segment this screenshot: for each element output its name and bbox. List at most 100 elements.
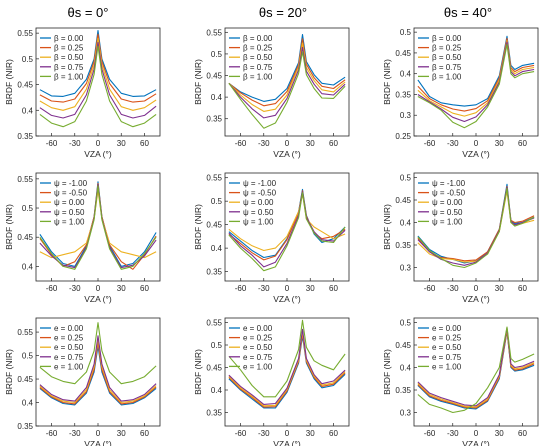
y-tick-label: 0.45 — [395, 196, 411, 205]
y-tick-label: 0.55 — [17, 175, 33, 184]
series-line-4 — [417, 44, 535, 129]
series-line-0 — [417, 35, 535, 107]
y-axis-label: BRDF (NIR) — [193, 59, 203, 105]
legend-entry: β = 0.25 — [54, 44, 84, 53]
y-tick-label: 0.5 — [22, 55, 34, 64]
legend-entry: ψ = 0.50 — [432, 208, 463, 217]
x-tick-label: -60 — [235, 284, 247, 293]
series-line-0 — [39, 30, 157, 97]
legend-entry: e = 0.75 — [54, 353, 84, 362]
legend-entry: ψ = -1.00 — [54, 179, 88, 188]
y-axis-label: BRDF (NIR) — [4, 349, 14, 395]
y-tick-label: 0.4 — [211, 386, 223, 395]
series-line-2 — [228, 193, 346, 252]
series-line-4 — [39, 185, 157, 270]
y-tick-label: 0.4 — [22, 399, 34, 408]
legend-entry: ψ = 0.00 — [432, 198, 463, 207]
x-tick-label: 60 — [518, 429, 527, 438]
x-tick-label: 0 — [474, 429, 479, 438]
series-line-3 — [228, 46, 346, 119]
y-tick-label: 0.4 — [211, 244, 223, 253]
x-axis-label: VZA (°) — [273, 294, 301, 304]
y-tick-label: 0.5 — [211, 50, 223, 59]
legend-entry: β = 0.25 — [243, 44, 273, 53]
column-title-0: θs = 0° — [68, 5, 109, 20]
legend-entry: β = 0.50 — [243, 53, 273, 62]
series-line-3 — [228, 328, 346, 405]
x-tick-label: 30 — [495, 139, 504, 148]
legend-entry: ψ = -1.00 — [243, 179, 277, 188]
legend-entry: ψ = -0.50 — [243, 189, 277, 198]
x-tick-label: -60 — [46, 139, 58, 148]
series-line-4 — [39, 45, 157, 128]
legend-entry: e = 0.25 — [243, 334, 273, 343]
y-tick-label: 0.4 — [22, 106, 34, 115]
axes-box — [224, 317, 350, 427]
y-tick-label: 0.45 — [17, 81, 33, 90]
series-line-4 — [228, 319, 346, 398]
legend-entry: e = 0.25 — [54, 334, 84, 343]
y-tick-label: 0.4 — [22, 262, 34, 271]
legend-entry: ψ = 0.00 — [243, 198, 274, 207]
legend-entry: ψ = -0.50 — [432, 189, 466, 198]
series-line-2 — [417, 39, 535, 117]
y-tick-label: 0.4 — [400, 70, 412, 79]
y-tick-label: 0.35 — [395, 90, 411, 99]
y-axis-label: BRDF (NIR) — [193, 349, 203, 395]
legend-entry: ψ = -0.50 — [54, 189, 88, 198]
x-tick-label: 0 — [474, 139, 479, 148]
series-line-1 — [417, 185, 535, 262]
x-tick-label: 60 — [329, 284, 338, 293]
legend-entry: ψ = 1.00 — [243, 217, 274, 226]
x-tick-label: 30 — [495, 429, 504, 438]
legend-entry: e = 0.25 — [432, 334, 462, 343]
legend-entry: ψ = 1.00 — [432, 217, 463, 226]
y-tick-label: 0.45 — [395, 49, 411, 58]
column-title-1: θs = 20° — [259, 5, 307, 20]
legend-entry: ψ = 1.00 — [54, 217, 85, 226]
axes-box — [413, 27, 539, 137]
legend-entry: e = 0.75 — [432, 353, 462, 362]
x-tick-label: 30 — [306, 284, 315, 293]
x-axis-label: VZA (°) — [462, 149, 490, 159]
y-tick-label: 0.35 — [17, 422, 33, 431]
x-tick-label: -30 — [258, 139, 270, 148]
legend-entry: e = 0.00 — [54, 324, 84, 333]
legend-entry: β = 0.50 — [432, 53, 462, 62]
legend-entry: e = 0.75 — [243, 353, 273, 362]
subplot-4: -60 -30 0 30 60 0.35 0.4 0.45 0.5 0.55 VZA (°) BRDF… — [193, 172, 350, 304]
legend-entry: β = 0.75 — [432, 63, 462, 72]
x-tick-label: -60 — [46, 284, 58, 293]
legend-entry: β = 0.00 — [243, 34, 273, 43]
legend-entry: β = 0.75 — [54, 63, 84, 72]
series-line-1 — [417, 37, 535, 112]
legend-entry: β = 1.00 — [243, 72, 273, 81]
y-axis-label: BRDF (NIR) — [193, 204, 203, 250]
y-tick-label: 0.35 — [206, 409, 222, 418]
series-line-4 — [39, 322, 157, 385]
x-tick-label: 60 — [140, 284, 149, 293]
legend-entry: β = 1.00 — [432, 72, 462, 81]
axes-box — [224, 172, 350, 282]
series-line-3 — [417, 41, 535, 123]
x-tick-label: 0 — [474, 284, 479, 293]
legend-entry: ψ = 0.50 — [54, 208, 85, 217]
legend-entry: ψ = 0.50 — [243, 208, 274, 217]
series-line-0 — [417, 330, 535, 410]
y-tick-label: 0.45 — [206, 364, 222, 373]
y-tick-label: 0.35 — [206, 115, 222, 124]
x-tick-label: -30 — [447, 429, 459, 438]
x-tick-label: -60 — [46, 429, 58, 438]
legend-entry: β = 0.75 — [243, 63, 273, 72]
legend-entry: β = 0.25 — [432, 44, 462, 53]
x-tick-label: 0 — [96, 284, 101, 293]
series-line-2 — [39, 37, 157, 111]
subplot-7: -60 -30 0 30 60 0.35 0.4 0.45 0.5 0.55 VZA (°) BRDF… — [193, 317, 350, 446]
series-line-3 — [39, 41, 157, 119]
column-title-2: θs = 40° — [444, 5, 492, 20]
y-tick-label: 0.45 — [17, 375, 33, 384]
series-line-4 — [417, 326, 535, 414]
x-tick-label: 60 — [518, 284, 527, 293]
y-tick-label: 0.55 — [17, 29, 33, 38]
y-tick-label: 0.55 — [206, 28, 222, 37]
